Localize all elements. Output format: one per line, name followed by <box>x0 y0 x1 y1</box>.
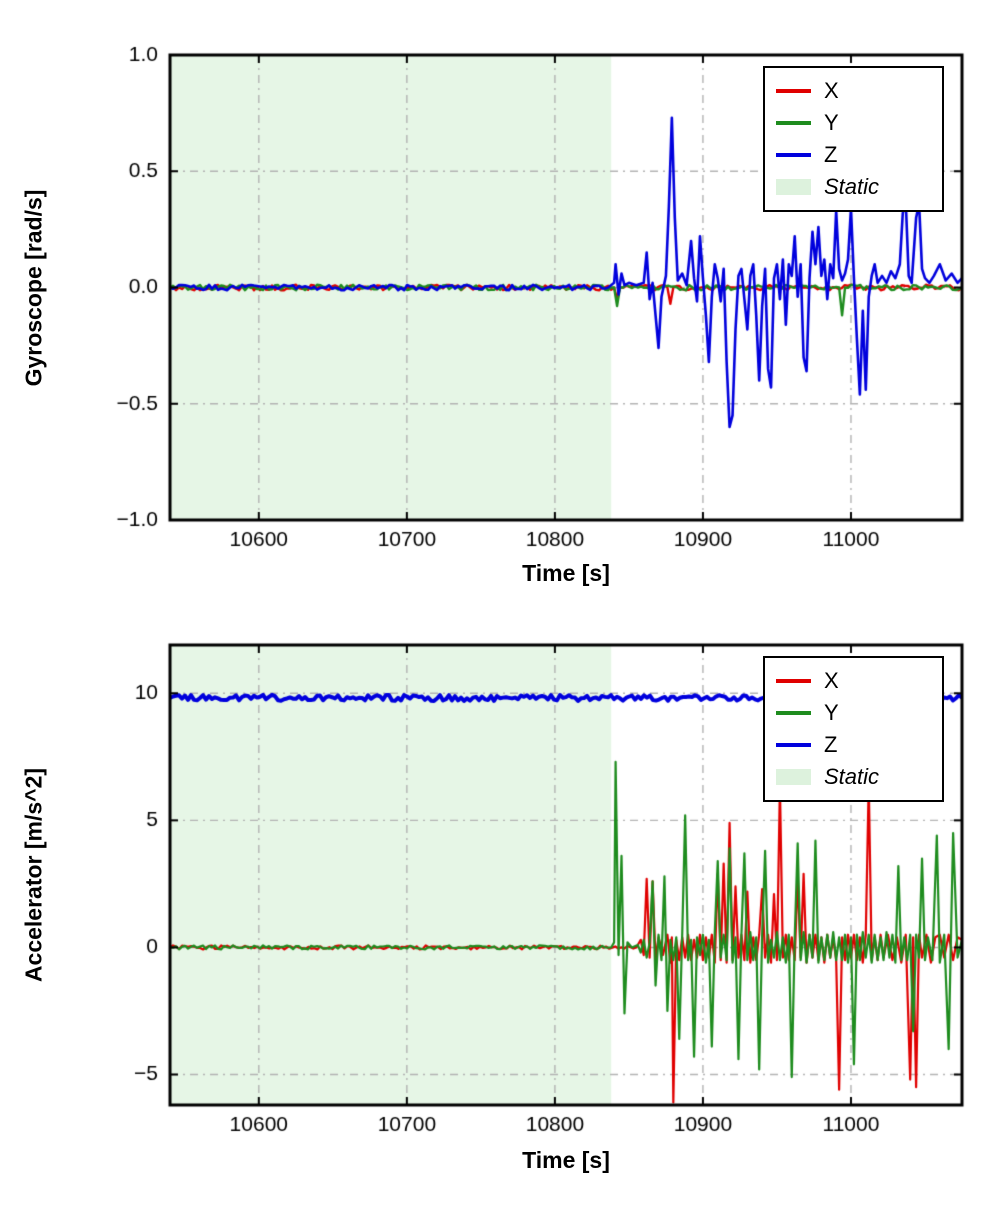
static-region-patch-swatch <box>776 179 811 195</box>
accelerator-y-axis-label: Accelerator [m/s^2] <box>20 767 47 983</box>
accelerator-legend: X Y Z Static <box>763 656 944 802</box>
legend-entry-static: Static <box>776 761 926 793</box>
legend-entry-z: Z <box>776 139 926 171</box>
accelerator-x-axis-label: Time [s] <box>522 1147 610 1173</box>
legend-label-x: X <box>824 78 839 103</box>
y-series-line-swatch <box>776 121 811 125</box>
legend-entry-x: X <box>776 665 926 697</box>
legend-entry-static: Static <box>776 171 926 203</box>
gyroscope-legend: X Y Z Static <box>763 66 944 212</box>
static-region-patch-swatch <box>776 769 811 785</box>
legend-entry-y: Y <box>776 107 926 139</box>
gyroscope-y-axis-label: Gyroscope [rad/s] <box>20 189 47 387</box>
legend-label-z: Z <box>824 142 838 167</box>
legend-label-z: Z <box>824 732 838 757</box>
gyroscope-x-axis-label: Time [s] <box>522 560 610 586</box>
z-series-line-swatch <box>776 743 811 747</box>
legend-label-y: Y <box>824 110 839 135</box>
legend-label-x: X <box>824 668 839 693</box>
legend-label-static: Static <box>824 764 880 789</box>
legend-label-static: Static <box>824 174 880 199</box>
z-series-line-swatch <box>776 153 811 157</box>
legend-entry-z: Z <box>776 729 926 761</box>
y-series-line-swatch <box>776 711 811 715</box>
legend-label-y: Y <box>824 700 839 725</box>
legend-entry-x: X <box>776 75 926 107</box>
x-series-line-swatch <box>776 679 811 683</box>
legend-entry-y: Y <box>776 697 926 729</box>
x-series-line-swatch <box>776 89 811 93</box>
